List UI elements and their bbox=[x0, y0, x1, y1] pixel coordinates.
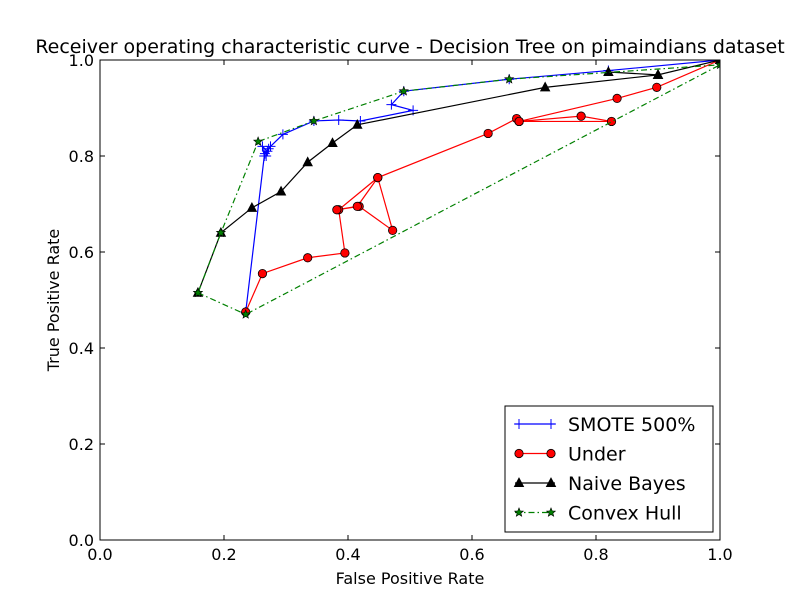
y-tick-label: 0.6 bbox=[69, 243, 94, 262]
data-point-smote-500-13 bbox=[386, 99, 397, 110]
legend-box bbox=[504, 405, 714, 533]
legend-marker-under-end bbox=[546, 448, 556, 459]
legend-marker-smote-500-end bbox=[546, 419, 556, 429]
data-point-under-18 bbox=[652, 82, 662, 92]
x-tick-label: 0.4 bbox=[335, 545, 360, 564]
legend-label-under: Under bbox=[568, 444, 626, 466]
data-point-naive-bayes-3 bbox=[275, 185, 287, 196]
data-point-convex-hull-6 bbox=[252, 136, 264, 146]
series-convex-hull bbox=[192, 60, 720, 319]
data-point-convex-hull-3 bbox=[504, 73, 515, 84]
data-point-smote-500-4 bbox=[261, 151, 272, 161]
data-point-under-6 bbox=[388, 225, 398, 235]
legend-marker-smote-500 bbox=[514, 419, 524, 429]
data-point-naive-bayes-5 bbox=[327, 137, 338, 148]
data-point-smote-500-7 bbox=[265, 141, 276, 152]
data-point-convex-hull-1 bbox=[240, 308, 251, 319]
legend-marker-naive-bayes bbox=[513, 477, 525, 488]
data-point-under-11 bbox=[483, 128, 493, 139]
chart-title: Receiver operating characteristic curve … bbox=[35, 36, 784, 58]
data-point-smote-500-6 bbox=[259, 148, 270, 159]
y-tick-label: 0.4 bbox=[69, 339, 94, 358]
data-point-naive-bayes-9 bbox=[603, 66, 614, 76]
data-point-under-1 bbox=[257, 268, 268, 279]
data-point-smote-500-10 bbox=[333, 115, 344, 125]
y-tick-label: 0.8 bbox=[69, 147, 94, 166]
legend-marker-naive-bayes-end bbox=[545, 477, 557, 488]
data-point-under-14 bbox=[606, 116, 617, 127]
x-tick-label: 1.0 bbox=[707, 545, 732, 564]
series-under bbox=[241, 60, 720, 317]
data-point-under-9 bbox=[352, 201, 362, 211]
series-line-smote-500 bbox=[245, 60, 720, 313]
legend-item-naive-bayes: Naive Bayes bbox=[513, 473, 686, 495]
legend-item-convex-hull: Convex Hull bbox=[513, 503, 682, 525]
data-point-convex-hull-7 bbox=[215, 227, 227, 238]
legend-marker-convex-hull bbox=[513, 507, 525, 517]
plot-content bbox=[192, 60, 720, 319]
series-line-naive-bayes bbox=[197, 60, 720, 294]
x-tick-label: 0.2 bbox=[211, 545, 236, 564]
data-point-convex-hull-2 bbox=[714, 60, 720, 70]
data-point-under-3 bbox=[340, 248, 350, 258]
data-point-convex-hull-8 bbox=[192, 287, 204, 298]
data-point-naive-bayes-7 bbox=[539, 81, 551, 92]
axis-ticks: 0.0 0.2 0.4 0.6 0.8 1.0 0.0 0.2 0.4 0.6 0.8 1.0 bbox=[69, 51, 733, 564]
data-point-under-8 bbox=[332, 205, 342, 215]
y-axis-label: True Positive Rate bbox=[44, 229, 63, 373]
data-point-naive-bayes-10 bbox=[652, 69, 664, 79]
legend-marker-convex-hull-end bbox=[545, 507, 557, 517]
legend-item-smote-500: SMOTE 500% bbox=[514, 414, 695, 436]
data-point-smote-500-8 bbox=[277, 129, 288, 140]
legend-marker-under bbox=[514, 448, 524, 459]
data-point-convex-hull-5 bbox=[308, 115, 320, 126]
series-naive-bayes bbox=[192, 60, 720, 297]
legend-item-under: Under bbox=[514, 444, 626, 466]
data-point-convex-hull-4 bbox=[398, 85, 409, 96]
data-point-under-17 bbox=[612, 93, 622, 104]
data-point-naive-bayes-2 bbox=[246, 201, 258, 212]
legend: SMOTE 500% Under Naive Bayes Convex Hull bbox=[504, 405, 714, 533]
data-point-under-10 bbox=[373, 173, 383, 183]
x-tick-label: 0.0 bbox=[87, 545, 112, 564]
y-tick-label: 1.0 bbox=[69, 51, 94, 70]
data-point-naive-bayes-6 bbox=[352, 118, 363, 129]
legend-label-convex-hull: Convex Hull bbox=[568, 503, 682, 525]
legend-label-smote-500: SMOTE 500% bbox=[568, 414, 695, 436]
x-tick-label: 0.6 bbox=[459, 545, 484, 564]
legend-label-naive-bayes: Naive Bayes bbox=[568, 473, 686, 495]
plot-frame bbox=[99, 59, 721, 541]
data-point-under-16 bbox=[514, 116, 524, 127]
data-point-under-15 bbox=[576, 111, 586, 121]
y-tick-label: 0.2 bbox=[69, 435, 94, 454]
series-layer bbox=[192, 60, 720, 319]
data-point-naive-bayes-4 bbox=[302, 156, 313, 167]
data-point-under-2 bbox=[303, 253, 313, 263]
x-axis-label: False Positive Rate bbox=[336, 569, 485, 588]
x-tick-label: 0.8 bbox=[583, 545, 608, 564]
y-tick-label: 0.0 bbox=[69, 531, 94, 550]
series-line-under bbox=[245, 60, 720, 313]
